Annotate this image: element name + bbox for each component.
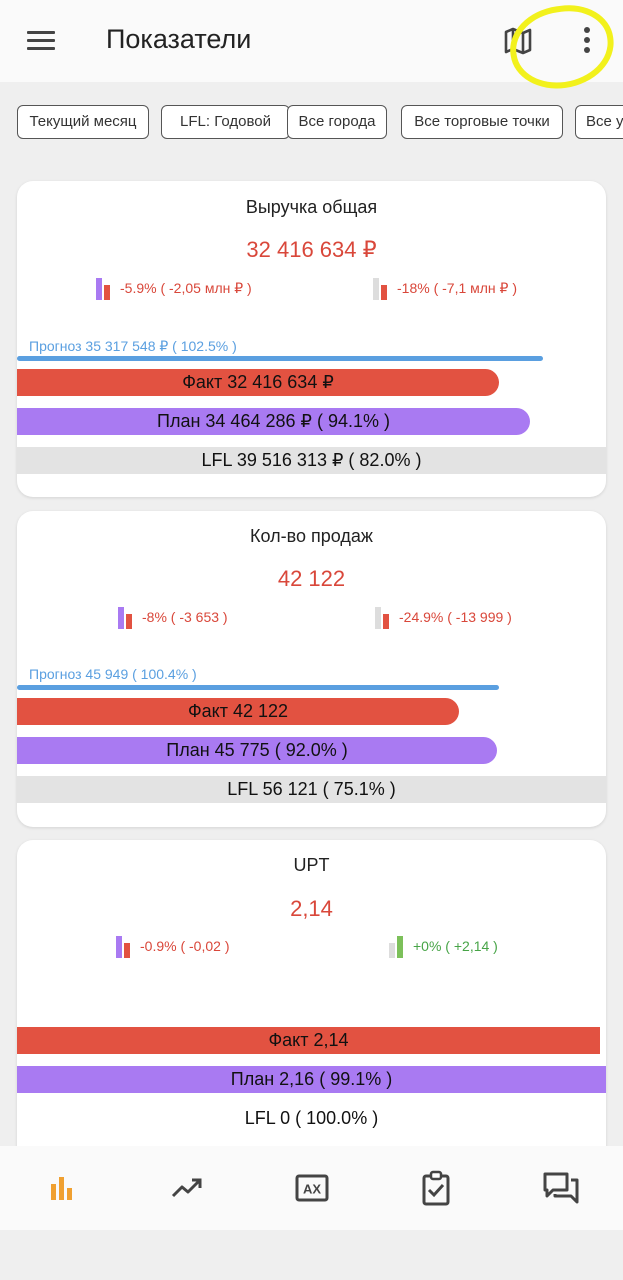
more-vertical-icon[interactable]	[577, 27, 597, 55]
plan-bar: План 45 775 ( 92.0% )	[17, 737, 497, 764]
fact-bar: Факт 32 416 634 ₽	[17, 369, 499, 396]
metric-card-revenue: Выручка общая 32 416 634 ₽ -5.9% ( -2,05…	[17, 181, 606, 497]
mini-compare-icon	[96, 276, 114, 302]
clipboard-check-icon[interactable]	[416, 1168, 456, 1208]
menu-icon[interactable]	[27, 31, 55, 51]
mini-compare-icon	[375, 605, 393, 631]
lfl-bar: LFL 56 121 ( 75.1% )	[17, 776, 606, 803]
filter-chip-more[interactable]: Все у	[575, 105, 623, 139]
filter-bar: Текущий месяц LFL: Годовой Все города Вс…	[17, 105, 623, 141]
forecast-label: Прогноз 35 317 548 ₽ ( 102.5% )	[29, 338, 237, 354]
lfl-bar: LFL 39 516 313 ₽ ( 82.0% )	[17, 447, 606, 474]
app-bar: Показатели	[0, 0, 623, 82]
plan-bar: План 2,16 ( 99.1% )	[17, 1066, 606, 1093]
card-value: 2,14	[290, 896, 333, 921]
plan-bar: План 34 464 286 ₽ ( 94.1% )	[17, 408, 530, 435]
filter-chip-cities[interactable]: Все города	[287, 105, 387, 139]
card-value: 32 416 634 ₽	[246, 237, 377, 262]
filter-chip-lfl[interactable]: LFL: Годовой	[161, 105, 290, 139]
metric-card-sales-count: Кол-во продаж 42 122 -8% ( -3 653 ) -24.…	[17, 511, 606, 827]
fact-bar: Факт 42 122	[17, 698, 459, 725]
fact-bar: Факт 2,14	[17, 1027, 600, 1054]
system-area	[0, 1230, 623, 1280]
svg-text:AX: AX	[303, 1182, 321, 1197]
lfl-bar: LFL 0 ( 100.0% )	[17, 1105, 606, 1132]
ax-box-icon[interactable]: AX	[292, 1168, 332, 1208]
card-title: Выручка общая	[245, 197, 378, 217]
card-value: 42 122	[277, 566, 346, 591]
forecast-label: Прогноз 45 949 ( 100.4% )	[29, 666, 197, 682]
metric-card-upt: UPT 2,14 -0.9% ( -0,02 ) +0% ( +2,14 ) Ф…	[17, 840, 606, 1160]
forecast-line	[17, 356, 543, 361]
mini-compare-icon	[389, 934, 407, 960]
mini-compare-icon	[116, 934, 134, 960]
map-icon[interactable]	[503, 26, 533, 56]
filter-chip-period[interactable]: Текущий месяц	[17, 105, 149, 139]
page-title: Показатели	[106, 24, 252, 54]
card-title: Кол-во продаж	[250, 526, 373, 546]
bar-chart-icon[interactable]	[43, 1168, 83, 1208]
forecast-line	[17, 685, 499, 690]
trending-up-icon[interactable]	[167, 1168, 207, 1208]
chat-bubbles-icon[interactable]	[541, 1168, 581, 1208]
bottom-navigation: AX	[0, 1146, 623, 1230]
card-title: UPT	[293, 855, 330, 875]
filter-chip-stores[interactable]: Все торговые точки	[401, 105, 563, 139]
mini-compare-icon	[373, 276, 391, 302]
mini-compare-icon	[118, 605, 136, 631]
